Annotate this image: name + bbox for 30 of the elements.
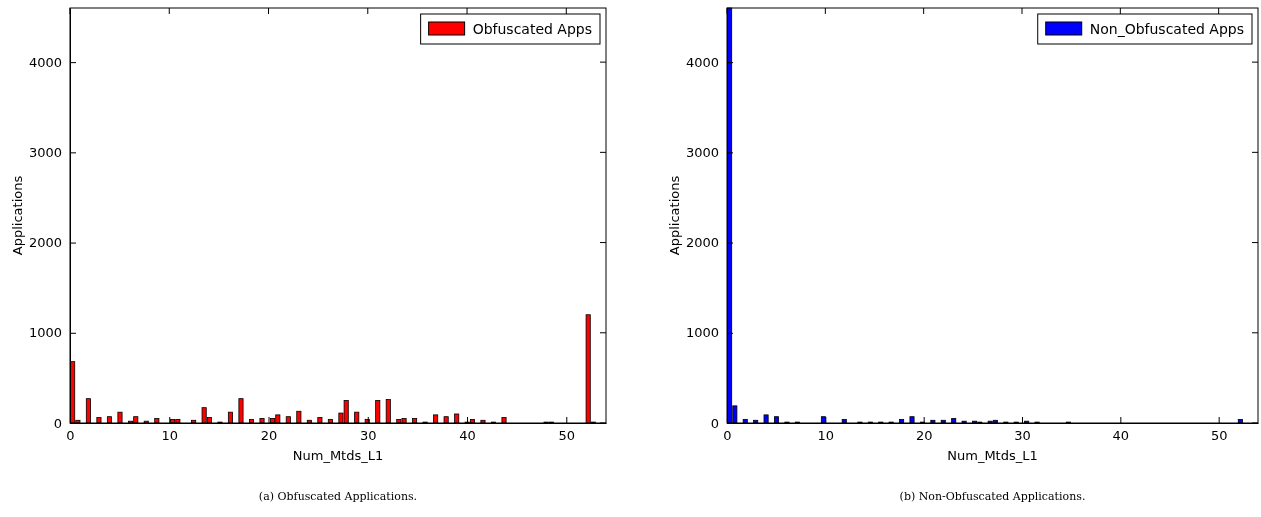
- y-tick-label: 1000: [28, 325, 62, 341]
- x-tick-label: 50: [558, 428, 576, 444]
- x-axis-title: Num_Mtds_L1: [292, 448, 384, 463]
- x-tick-label: 10: [817, 428, 835, 444]
- y-tick-label: 0: [710, 415, 719, 431]
- x-axis-title: Num_Mtds_L1: [947, 448, 1038, 463]
- y-tick-label: 4000: [685, 54, 719, 70]
- x-tick-label: 0: [723, 428, 732, 444]
- x-tick-label: 30: [1014, 428, 1031, 444]
- y-tick-label: 1000: [685, 325, 719, 341]
- x-tick-label: 40: [459, 428, 476, 444]
- y-tick-label: 2000: [28, 235, 62, 251]
- x-tick-label: 10: [161, 428, 179, 444]
- x-tick-label: 40: [1112, 428, 1130, 444]
- x-tick-label: 30: [360, 428, 377, 444]
- y-axis-title: Applications: [667, 175, 682, 256]
- y-axis-title: Applications: [10, 175, 25, 256]
- x-tick-label: 20: [260, 428, 278, 444]
- text: (a) Obfuscated Applications.: [258, 490, 418, 503]
- y-tick-label: 3000: [28, 145, 62, 161]
- text: (b) Non-Obfuscated Applications.: [899, 490, 1086, 503]
- x-tick-label: 0: [66, 428, 75, 444]
- legend-label: Obfuscated Apps: [472, 21, 592, 37]
- legend-label: Non_Obfuscated Apps: [1089, 21, 1244, 37]
- x-tick-label: 50: [1210, 428, 1228, 444]
- y-tick-label: 4000: [28, 54, 62, 70]
- y-tick-label: 3000: [685, 145, 719, 161]
- x-tick-label: 20: [915, 428, 933, 444]
- y-tick-label: 0: [53, 415, 62, 431]
- y-tick-label: 2000: [685, 235, 719, 251]
